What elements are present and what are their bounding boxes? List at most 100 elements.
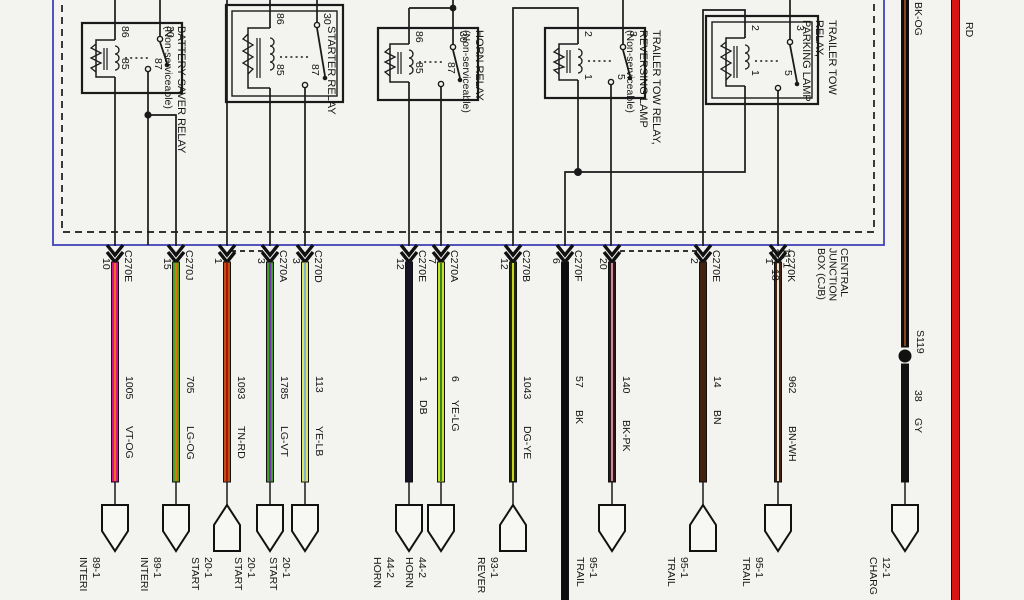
pin-label: 30 [321,13,333,25]
bk-og-label: BK-OG [912,2,924,36]
connector-label: C270E [416,250,428,283]
cjb-pin: 12 [394,258,406,270]
relay-trailer-parking [704,14,820,106]
connector-label: C270J [183,250,195,281]
pin-label: 1 [582,74,594,80]
terminal-label: 93-1 REVER [475,557,500,594]
connector-label: C270F [572,250,584,282]
wire-routing [114,0,791,252]
pin-label: 85 [413,62,425,74]
terminal-label: 95-1 TRAIL [740,557,765,587]
pin-label: 1 [749,70,761,76]
terminal-label: 95-1 TRAIL [574,557,599,587]
relay-battery-saver-label: BATTERY SAVER RELAY (Non-serviceable) [162,26,187,154]
cjb-pin: 2 [688,258,700,264]
cjb-pin: 6 [550,258,562,264]
circuit-number: 962 [786,376,798,394]
relay-trailer-reversing-label: TRAILER TOW RELAY, REVERSING LAMP (Non-ser… [624,30,662,145]
wire-rd [951,0,960,600]
terminal-label: 44-2 HORN [371,557,396,588]
circuit-color: VT-OG [123,426,135,459]
circuit-color: LG-VT [278,426,290,457]
terminal-label: 20-1 START [189,557,214,591]
connector-label: C270E [710,250,722,283]
connector-label: C270B [520,250,532,283]
pin-label: 85 [119,58,131,70]
cjb-pin: 3 [290,258,302,264]
circuit-number: 1043 [521,376,533,400]
pin-label: 87 [152,58,164,70]
wire-bn [699,261,707,483]
pin-label: 85 [274,64,286,76]
cjb-pin: 1 [763,258,775,264]
circuit-number: 1005 [123,376,135,400]
relay-trailer-reversing [543,26,647,100]
circuit-number: 140 [620,376,632,394]
junction-dots [144,4,582,176]
pin-label: 87 [445,62,457,74]
circuit-number: 1785 [278,376,290,400]
circuit-color: BN [711,410,723,425]
terminal-label: 44-2 HORN [403,557,428,588]
splice-dot-s119 [898,349,912,363]
cjb-box [52,0,885,246]
gy-color: GY [912,418,924,434]
terminal-links [114,482,906,506]
pin-label: 30 [457,31,469,43]
circuit-color: DG-YE [521,426,533,460]
gy-number: 38 [912,390,924,402]
connector-label: C270A [448,250,460,283]
relay-starter-label: STARTER RELAY [325,26,337,115]
circuit-number: 705 [184,376,196,394]
terminal-label: 89-1 INTERI [77,557,102,592]
terminal-label: 95-1 TRAIL [665,557,690,587]
splice-label: S119 [914,330,926,354]
circuit-color: YE-LG [449,400,461,432]
relay-trailer-parking-label: TRAILER TOW RELAY, PARKING LAMP [800,20,838,102]
pin-label: 30 [164,26,176,38]
terminal-pentagons [101,503,919,553]
pin-label: 2 [582,31,594,37]
connector-label: C270K [785,250,797,283]
circuit-color: DB [417,400,429,415]
right-side-wires [898,0,960,600]
circuit-number: 14 [711,376,723,388]
relay-battery-saver [80,21,184,95]
terminal-label: 20-1 START [232,557,257,591]
connector-label: C270E [122,250,134,283]
circuit-number: 1093 [235,376,247,400]
pin-label: 87 [309,64,321,76]
pin-label: 5 [782,70,794,76]
circuit-number: 1 [417,376,429,382]
circuit-number: 113 [313,376,325,393]
circuit-color: LG-OG [184,426,196,460]
relay-horn-label: HORN RELAY (Non-serviceable) [460,30,485,113]
cjb-pin: 7 [426,258,438,264]
circuit-color: BK-PK [620,420,632,452]
pin-label: 3 [794,25,806,31]
connector-label: C270D [312,250,324,283]
pin-label: 5 [615,74,627,80]
circuit-color: BK [573,410,585,425]
rd-color: RD [963,22,975,38]
pin-label: 86 [274,13,286,25]
terminal-label: 89-1 INTERI [138,557,163,592]
relay-starter [224,3,345,104]
relay-horn [376,26,480,102]
circuit-number: 57 [573,376,585,388]
connector-label: C270A [277,250,289,283]
terminal-label: 20-1 START [267,557,292,591]
circuit-color: YE-LB [313,426,325,457]
cjb-pin: 15 [161,258,173,270]
circuit-color: BN-WH [786,426,798,462]
pin-label: 86 [119,26,131,38]
cjb-pin: 3 [255,258,267,264]
cjb-label: CENTRAL JUNCTION BOX (CJB) 11-1 151-18 [769,248,850,302]
wire-db [405,261,413,483]
terminal-label: 12-1 CHARG [867,557,892,595]
pin-label: 86 [413,31,425,43]
cjb-pin: 12 [498,258,510,270]
cjb-pin: 1 [212,258,224,264]
